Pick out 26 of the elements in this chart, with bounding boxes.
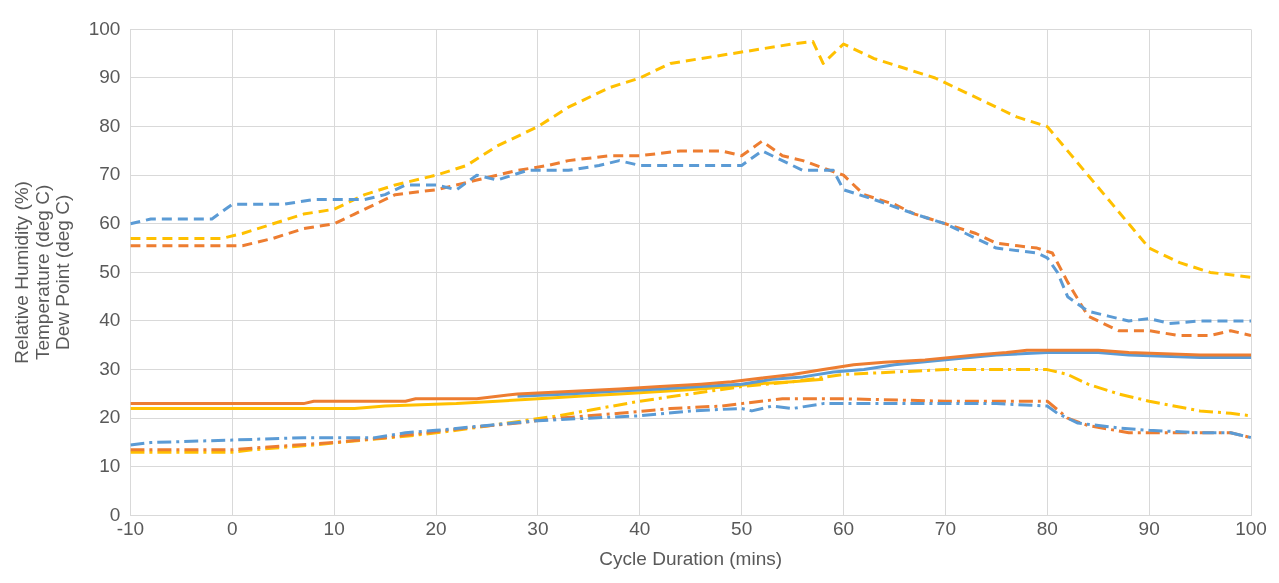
y-tick-label: 10 [99,455,121,477]
y-tick-label: 0 [109,503,121,525]
y-tick-label: 30 [99,357,121,379]
x-tick-label: 100 [1235,518,1267,540]
x-tick-label: 60 [832,518,855,540]
x-tick-label: 40 [629,518,651,540]
y-tick-label: 40 [99,309,121,331]
y-axis-title: Relative Humidity (%) Temperature (deg C) Dew Point (deg C) [10,181,74,364]
y-tick-label: 70 [99,163,121,185]
x-tick-label: 20 [425,518,447,540]
x-tick-label: 80 [1036,518,1058,540]
x-axis-title: Cycle Duration (mins) [599,547,783,569]
y-tick-label: 90 [99,66,121,88]
x-tick-label: 10 [323,518,345,540]
x-tick-label: 0 [226,518,238,540]
x-tick-label: 90 [1138,518,1160,540]
y-tick-label: 60 [99,212,121,234]
y-tick-label: 100 [88,17,121,39]
x-tick-label: 50 [731,518,753,540]
x-tick-label: 30 [527,518,549,540]
y-tick-label: 20 [99,406,121,428]
y-tick-label: 50 [99,260,121,282]
y-tick-label: 80 [99,114,121,136]
x-tick-label: 70 [934,518,956,540]
line-series [130,368,1251,454]
line-series [130,40,1251,279]
